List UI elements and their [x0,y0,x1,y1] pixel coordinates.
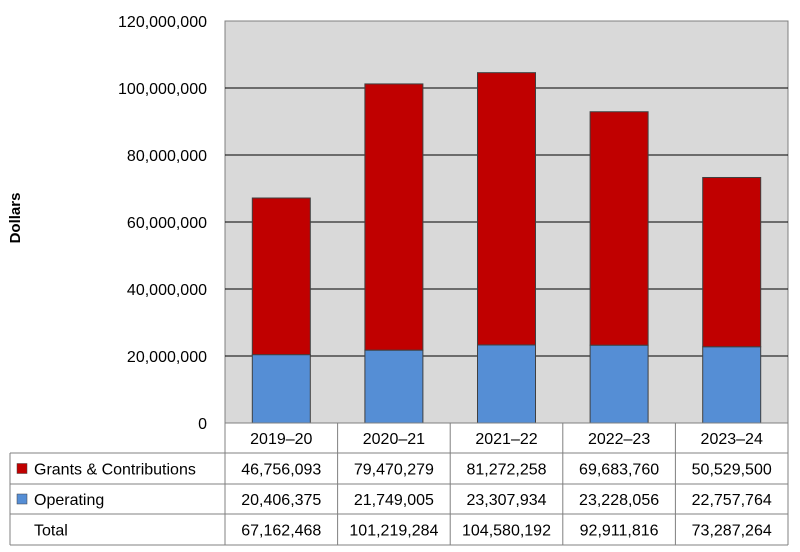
table-cell-value: 50,529,500 [692,462,772,479]
x-category-label: 2023–24 [701,431,763,448]
y-axis-label: Dollars [7,193,24,244]
y-tick-label: 0 [198,416,207,433]
y-tick-label: 80,000,000 [127,148,207,165]
bar-operating [702,346,762,424]
table-cell-value: 101,219,284 [349,523,438,540]
y-tick-label: 60,000,000 [127,215,207,232]
bar-operating [364,349,424,424]
table-cell-value: 21,749,005 [354,492,434,509]
table-cell-value: 46,756,093 [241,462,321,479]
bar-grants-contributions [702,176,762,348]
table-cell-value: 23,228,056 [579,492,659,509]
y-axis-ticks: 0 20,000,000 40,000,000 60,000,000 80,000,00… [118,14,207,433]
y-tick-label: 20,000,000 [127,349,207,366]
bar-grants-contributions [364,83,424,351]
table-row-label: Total [34,523,68,540]
bar-grants-contributions [477,72,536,346]
table-cell-value: 92,911,816 [580,523,659,540]
table-cell-value: 67,162,468 [241,523,321,540]
x-category-label: 2021–22 [475,431,537,448]
bar-operating [589,344,649,424]
table-cell-value: 20,406,375 [241,492,321,509]
table-cell-value: 69,683,760 [579,462,659,479]
bar-grants-contributions [589,111,649,346]
bar-grants-contributions [251,197,311,356]
data-table: 2019–20 2020–21 2021–22 2022–23 2023–24 Grant… [9,422,789,546]
x-category-label: 2020–21 [363,431,425,448]
table-cell-value: 73,287,264 [692,523,772,540]
bar-operating [477,344,536,424]
table-cell-value: 81,272,258 [466,462,546,479]
table-cell-value: 79,470,279 [354,462,434,479]
y-tick-label: 40,000,000 [127,282,207,299]
bars [251,72,762,424]
table-row-label: Grants & Contributions [34,462,196,479]
table-row-label: Operating [34,492,104,509]
x-category-label: 2022–23 [588,431,650,448]
bar-operating [251,354,311,424]
legend-swatch [16,493,28,505]
legend-swatch [16,463,28,474]
y-tick-label: 100,000,000 [118,81,207,98]
x-category-label: 2019–20 [250,431,312,448]
table-cell-value: 23,307,934 [466,492,546,509]
table-cell-value: 104,580,192 [462,523,551,540]
y-tick-label: 120,000,000 [118,14,207,31]
table-cell-value: 22,757,764 [692,492,772,509]
